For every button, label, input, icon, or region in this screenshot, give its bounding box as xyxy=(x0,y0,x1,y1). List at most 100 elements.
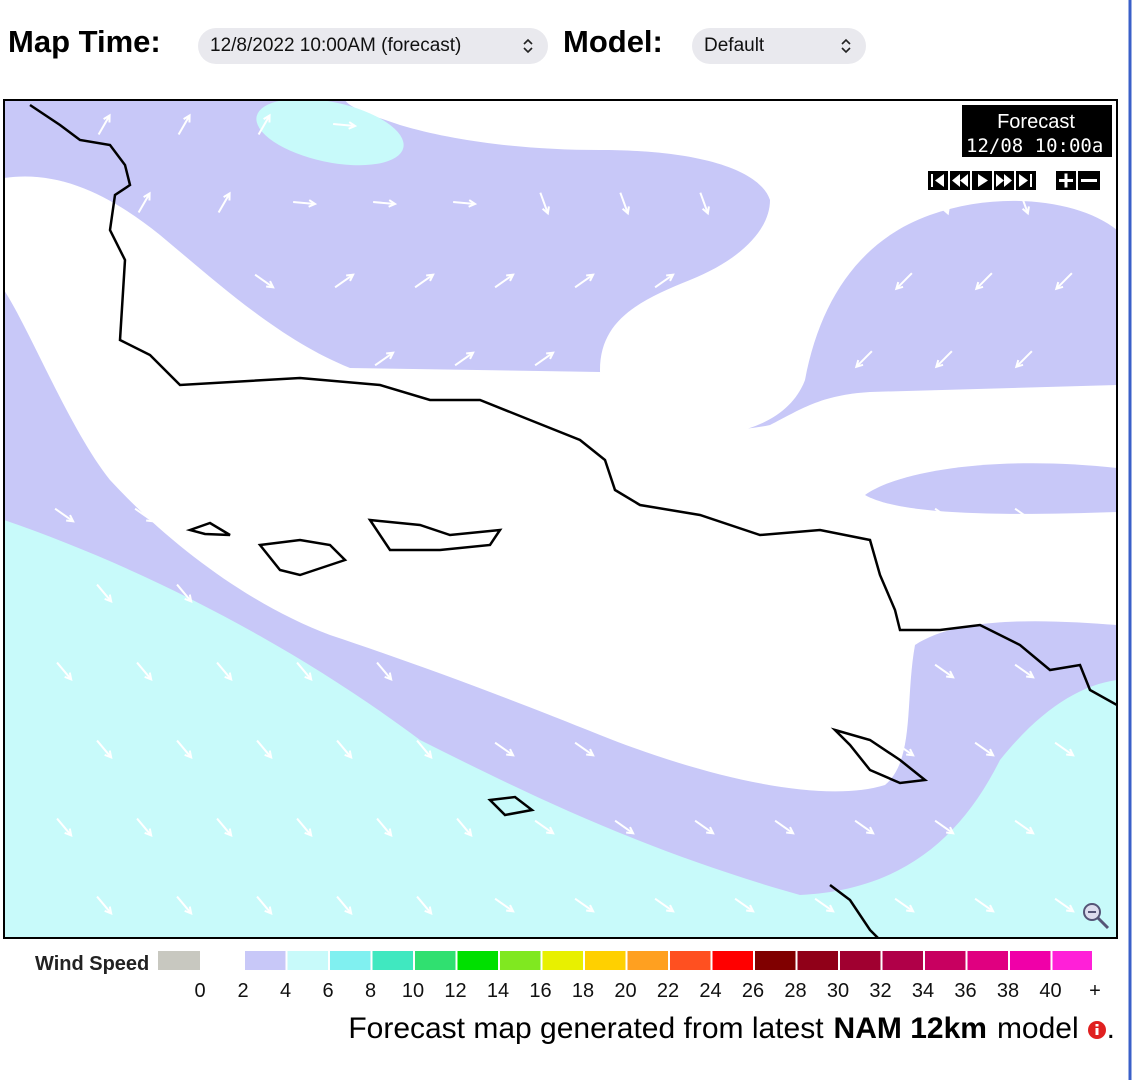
arrow-shaft xyxy=(534,351,554,367)
wind-arrow xyxy=(174,273,195,289)
wind-arrow xyxy=(94,429,115,445)
map-time-value: 12/8/2022 10:00AM (forecast) xyxy=(210,35,462,56)
legend-swatch xyxy=(245,951,286,970)
arrow-head xyxy=(106,280,115,289)
wind-arrow xyxy=(376,661,393,682)
wind-arrow xyxy=(574,273,595,289)
model-select[interactable]: Default xyxy=(692,28,866,64)
wind-zone xyxy=(4,520,1117,938)
arrow-head xyxy=(1026,826,1035,835)
arrow-shaft xyxy=(574,741,594,757)
arrow-shaft xyxy=(456,817,472,837)
arrow-shaft xyxy=(614,351,634,367)
map-time-select[interactable]: 12/8/2022 10:00AM (forecast) xyxy=(198,28,548,64)
legend-swatch xyxy=(882,951,923,970)
wind-arrow xyxy=(414,429,435,445)
arrow-shaft xyxy=(336,583,352,603)
wind-arrow xyxy=(774,351,795,367)
wind-arrow xyxy=(294,351,315,367)
arrow-head xyxy=(666,748,675,757)
wind-arrow xyxy=(699,192,710,216)
arrow-head xyxy=(906,904,915,913)
arrow-head xyxy=(621,206,630,216)
wind-arrow xyxy=(1014,663,1035,679)
wind-arrow xyxy=(97,113,111,136)
wind-arrow xyxy=(296,817,313,838)
wind-arrow xyxy=(336,583,353,604)
arrow-head xyxy=(224,828,233,838)
arrow-head xyxy=(781,206,790,216)
arrow-head xyxy=(746,273,755,282)
arrow-head xyxy=(144,672,153,682)
wind-arrow xyxy=(894,429,915,445)
step-back-button[interactable] xyxy=(950,171,970,190)
arrow-shaft xyxy=(574,429,594,445)
arrow-shaft xyxy=(137,192,151,214)
play-button[interactable] xyxy=(972,171,992,190)
last-frame-button[interactable] xyxy=(1016,171,1036,190)
wind-arrow xyxy=(136,661,153,682)
arrow-shaft xyxy=(574,273,594,289)
arrow-shaft xyxy=(494,741,514,757)
wind-arrow xyxy=(574,585,595,601)
wind-arrow xyxy=(814,272,833,291)
arrow-shaft xyxy=(814,585,834,601)
wind-arrow xyxy=(974,272,993,291)
wind-arrow xyxy=(214,351,235,367)
arrow-shaft xyxy=(1054,741,1074,757)
footer-text: Forecast map generated from latest xyxy=(348,1012,824,1045)
legend-tick-label: 28 xyxy=(784,980,806,1002)
wind-arrow xyxy=(534,507,555,523)
arrow-shaft xyxy=(376,661,392,681)
legend-swatch xyxy=(457,951,498,970)
arrow-shaft xyxy=(974,585,994,601)
arrow-head xyxy=(428,121,438,130)
legend-tick-label: 32 xyxy=(869,980,891,1002)
wind-arrow xyxy=(294,507,315,523)
zoom-out-button[interactable] xyxy=(1078,171,1100,190)
step-forward-button[interactable] xyxy=(994,171,1014,190)
wind-arrow xyxy=(174,429,195,445)
arrow-shaft xyxy=(256,895,272,915)
arrow-shaft xyxy=(57,192,71,214)
wind-arrow xyxy=(333,121,358,130)
arrow-head xyxy=(706,514,715,523)
wind-arrow xyxy=(136,817,153,838)
legend-tick-label: 38 xyxy=(997,980,1019,1002)
wind-arrow xyxy=(614,351,635,367)
arrow-head xyxy=(706,670,715,679)
arrow-head xyxy=(466,351,475,360)
arrow-shaft xyxy=(174,429,194,445)
arrow-shaft xyxy=(934,507,954,523)
info-icon[interactable] xyxy=(1087,1018,1107,1040)
legend-swatch xyxy=(542,951,583,970)
arrow-head xyxy=(946,826,955,835)
legend-tick-label: 34 xyxy=(912,980,934,1002)
arrow-shaft xyxy=(534,663,554,679)
wind-arrow xyxy=(814,741,835,757)
arrow-shaft xyxy=(854,507,874,523)
legend-tick-label: 22 xyxy=(657,980,679,1002)
legend: 0 2 4 6 8 10 12 14 16 18 20 22 24 26 28 30 32 34 36 38 40 + xyxy=(158,951,1101,1002)
arrow-shaft xyxy=(254,429,274,445)
wind-arrow xyxy=(256,583,273,604)
arrow-shaft xyxy=(855,350,873,368)
wind-arrow xyxy=(779,192,790,216)
arrow-shaft xyxy=(815,272,833,290)
arrow-shaft xyxy=(654,429,674,445)
zoom-icon[interactable] xyxy=(1083,903,1110,930)
arrow-shaft xyxy=(334,273,354,289)
arrow-shaft xyxy=(94,429,114,445)
arrow-shaft xyxy=(734,741,754,757)
arrow-head xyxy=(1066,904,1075,913)
legend-tick-label: 26 xyxy=(742,980,764,1002)
arrow-head xyxy=(146,358,155,367)
wind-arrow xyxy=(654,273,675,289)
arrow-head xyxy=(306,351,315,360)
arrow-shaft xyxy=(974,897,994,913)
first-frame-button[interactable] xyxy=(928,171,948,190)
arrow-shaft xyxy=(494,429,514,445)
wind-arrow xyxy=(974,897,995,913)
zoom-in-button[interactable] xyxy=(1056,171,1076,190)
wind-arrow xyxy=(654,585,675,601)
